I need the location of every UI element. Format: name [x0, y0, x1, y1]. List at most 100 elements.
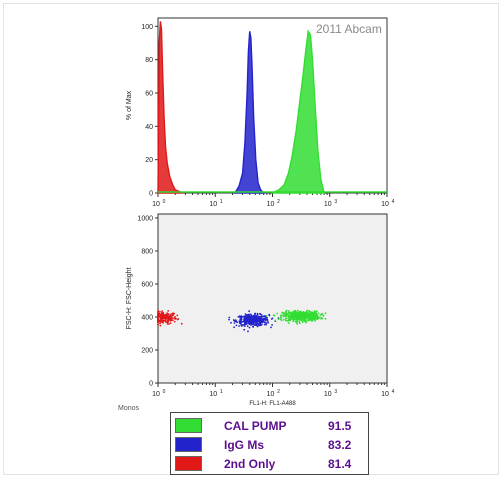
- x-tick-exponent: 4: [392, 389, 395, 395]
- dot: [266, 320, 269, 323]
- dot: [309, 314, 311, 317]
- y-tick-label: 20: [145, 157, 153, 164]
- x-tick-exponent: 0: [163, 199, 166, 205]
- dot: [296, 312, 298, 315]
- x-tick-exponent: 3: [334, 389, 337, 395]
- dot: [296, 319, 298, 321]
- dot: [295, 317, 298, 320]
- dot: [157, 313, 159, 316]
- dot: [306, 316, 309, 319]
- legend-label: IgG Ms: [224, 437, 265, 452]
- dot: [296, 314, 298, 316]
- x-tick-label: 10: [324, 201, 332, 208]
- y-tick-label: 800: [141, 248, 153, 255]
- dot: [234, 320, 237, 323]
- dot: [305, 314, 308, 317]
- dots-2nd-only: [157, 309, 183, 327]
- dot: [174, 318, 177, 320]
- dot: [280, 319, 283, 322]
- dot: [279, 316, 282, 319]
- x-tick-label: 10: [267, 391, 275, 398]
- x-axis-label: FL1-H: FL1-A488: [249, 401, 296, 407]
- y-tick-label: 100: [141, 24, 153, 31]
- y-tick-label: 40: [145, 124, 153, 131]
- legend-label: CAL PUMP: [224, 418, 287, 433]
- x-tick-exponent: 0: [163, 389, 166, 395]
- dot: [252, 323, 255, 326]
- dot: [242, 320, 245, 323]
- dot: [160, 317, 163, 319]
- histogram-2nd-only: [157, 21, 183, 194]
- dot: [274, 319, 277, 322]
- dot: [307, 319, 310, 321]
- legend-value: 81.4: [328, 456, 352, 471]
- dot: [164, 319, 166, 322]
- dot: [166, 315, 168, 318]
- x-tick-label: 10: [209, 391, 217, 398]
- x-tick-label: 10: [152, 201, 160, 208]
- dot: [319, 314, 322, 317]
- dot: [245, 319, 248, 321]
- dot: [259, 322, 262, 325]
- dot: [244, 322, 246, 325]
- dot: [266, 318, 269, 321]
- dot: [262, 320, 265, 322]
- dot: [166, 317, 169, 320]
- dot: [257, 318, 259, 321]
- dot: [305, 320, 308, 323]
- dot: [270, 326, 272, 329]
- dot: [294, 316, 296, 318]
- dot: [311, 315, 313, 318]
- y-tick-label: 400: [141, 314, 153, 321]
- dot: [313, 313, 316, 316]
- dot: [317, 316, 319, 319]
- dot: [298, 322, 301, 325]
- dot: [159, 319, 161, 322]
- dot: [307, 313, 310, 315]
- dot: [288, 319, 291, 322]
- x-tick-label: 10: [324, 391, 332, 398]
- dot: [254, 312, 257, 315]
- legend-label: 2nd Only: [224, 456, 276, 471]
- y-tick-label: 200: [141, 347, 153, 354]
- legend-value: 91.5: [328, 418, 352, 433]
- dot: [165, 313, 168, 316]
- dot: [253, 314, 256, 317]
- legend: CAL PUMP 91.5 IgG Ms 83.2 2nd Only 81.4: [170, 412, 369, 475]
- dot: [248, 310, 251, 313]
- dot: [259, 313, 262, 316]
- dot: [259, 315, 262, 318]
- dot: [173, 320, 176, 323]
- dot: [287, 322, 290, 324]
- dot: [236, 321, 239, 324]
- gate-label: Monos: [118, 405, 140, 412]
- dot: [276, 312, 279, 315]
- dot: [270, 318, 273, 320]
- dot: [243, 328, 246, 331]
- dot: [243, 316, 246, 319]
- dot: [324, 312, 327, 315]
- dot: [265, 322, 268, 324]
- dot: [284, 312, 287, 315]
- dot: [248, 320, 251, 322]
- dot: [249, 322, 251, 325]
- dot: [305, 312, 307, 314]
- dot: [281, 312, 284, 314]
- dot: [238, 325, 241, 327]
- dot: [290, 314, 293, 317]
- dot: [254, 321, 256, 323]
- dot: [176, 314, 179, 317]
- dot: [292, 312, 294, 315]
- dot: [256, 325, 259, 328]
- dot: [159, 310, 161, 313]
- dot: [235, 324, 238, 327]
- dot: [260, 320, 263, 323]
- dot: [233, 322, 236, 324]
- dot: [279, 314, 282, 317]
- dot: [306, 309, 309, 312]
- dot: [242, 324, 244, 326]
- plot-area: [157, 17, 388, 194]
- dot: [315, 312, 318, 315]
